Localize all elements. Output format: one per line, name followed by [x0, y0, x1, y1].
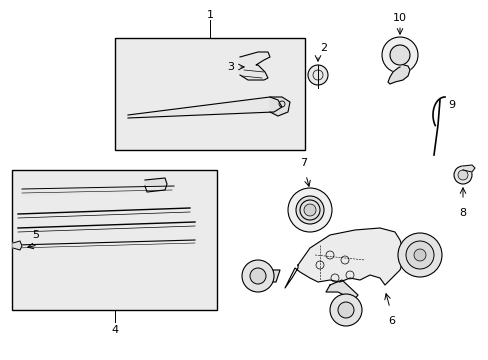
Polygon shape — [462, 165, 474, 172]
Polygon shape — [269, 97, 289, 116]
Circle shape — [242, 260, 273, 292]
Circle shape — [295, 196, 324, 224]
Text: 4: 4 — [111, 325, 118, 335]
Polygon shape — [22, 185, 174, 196]
Circle shape — [397, 233, 441, 277]
Text: 6: 6 — [387, 316, 395, 326]
Circle shape — [413, 249, 425, 261]
Text: 7: 7 — [300, 158, 307, 168]
Text: 9: 9 — [447, 100, 454, 110]
Circle shape — [299, 200, 319, 220]
Circle shape — [307, 65, 327, 85]
Text: 1: 1 — [206, 10, 213, 20]
Circle shape — [337, 302, 353, 318]
Polygon shape — [325, 280, 357, 300]
Circle shape — [329, 294, 361, 326]
Circle shape — [405, 241, 433, 269]
Text: 2: 2 — [319, 43, 326, 53]
Circle shape — [453, 166, 471, 184]
Polygon shape — [13, 241, 22, 250]
Text: 3: 3 — [226, 62, 234, 72]
Polygon shape — [264, 270, 280, 282]
Circle shape — [249, 268, 265, 284]
Polygon shape — [240, 52, 269, 80]
Text: 8: 8 — [459, 208, 466, 218]
Bar — [12, 170, 217, 310]
Bar — [115, 38, 305, 150]
Circle shape — [381, 37, 417, 73]
Polygon shape — [285, 228, 404, 288]
Text: 10: 10 — [392, 13, 406, 23]
Circle shape — [304, 204, 315, 216]
Circle shape — [389, 45, 409, 65]
Circle shape — [287, 188, 331, 232]
Circle shape — [457, 170, 467, 180]
Polygon shape — [128, 97, 282, 118]
Polygon shape — [387, 65, 409, 84]
Polygon shape — [145, 178, 167, 192]
Text: 5: 5 — [32, 230, 40, 240]
